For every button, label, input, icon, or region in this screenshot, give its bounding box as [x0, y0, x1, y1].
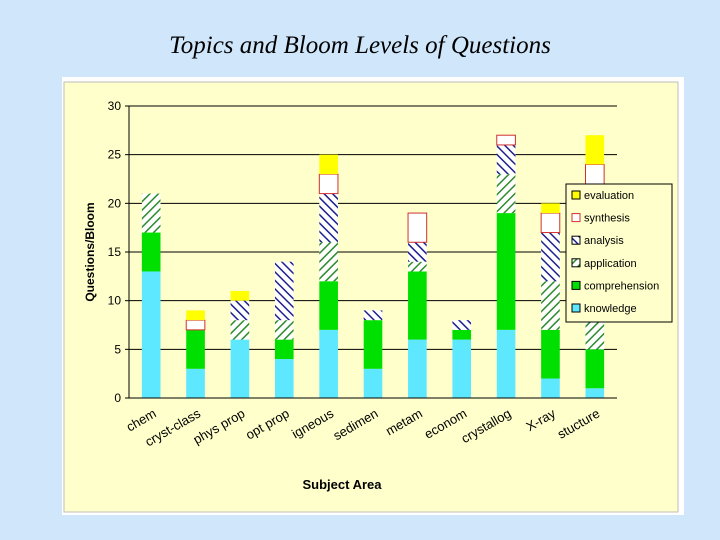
y-tick-label: 30 [108, 99, 122, 113]
legend-label-comprehension: comprehension [584, 280, 659, 292]
chart-frame: 0 5 10 15 20 25 30 chem cryst-class phys prop opt … [62, 77, 684, 515]
bar-comprehension [186, 329, 205, 369]
bar-knowledge [408, 339, 427, 398]
bar-knowledge [541, 378, 560, 398]
bar-application [230, 320, 250, 340]
bar-comprehension [452, 329, 472, 340]
bar-application [408, 261, 427, 272]
bar-comprehension [585, 349, 605, 389]
legend-box [565, 183, 673, 323]
bar-synthesis [318, 173, 339, 195]
bar-analysis [319, 193, 338, 243]
bar-knowledge [585, 388, 605, 398]
bar-comprehension [496, 213, 516, 330]
bar-application [541, 281, 560, 330]
bar-application [496, 174, 516, 214]
y-axis-title: Questions/Bloom [83, 202, 97, 301]
legend-swatch-application [571, 258, 581, 268]
legend-swatch-knowledge [571, 303, 581, 313]
bar-synthesis [407, 212, 428, 243]
bar-knowledge [274, 359, 294, 398]
bar-synthesis [540, 212, 561, 234]
bar-application [274, 320, 294, 340]
bar-evaluation [319, 154, 338, 175]
bar-knowledge [452, 339, 472, 398]
bar-knowledge [363, 368, 383, 398]
y-tick-label: 10 [108, 294, 122, 308]
bar-analysis [496, 144, 516, 175]
bar-evaluation [230, 290, 250, 301]
bar-analysis [274, 261, 294, 321]
bar-knowledge [319, 329, 338, 398]
legend-label-analysis: analysis [584, 235, 624, 247]
legend-label-evaluation: evaluation [584, 190, 634, 202]
y-tick-label: 25 [108, 148, 122, 162]
bar-evaluation [541, 203, 560, 214]
legend-label-synthesis: synthesis [584, 213, 630, 225]
bar-comprehension [274, 339, 294, 360]
bar-knowledge [141, 271, 161, 398]
bar-evaluation [585, 135, 605, 165]
bar-knowledge [186, 368, 205, 398]
y-tick-label: 0 [114, 391, 121, 405]
legend-swatch-comprehension [571, 280, 581, 290]
legend-swatch-analysis [571, 235, 581, 245]
y-tick-label: 5 [114, 342, 121, 356]
bar-analysis [452, 320, 472, 330]
legend-label-application: application [584, 258, 637, 270]
legend-swatch-evaluation [571, 190, 581, 200]
bar-synthesis [496, 134, 516, 146]
bar-comprehension [141, 232, 161, 272]
bar-comprehension [363, 320, 383, 369]
bar-analysis [230, 300, 250, 321]
bar-knowledge [496, 329, 516, 398]
y-tick-label: 20 [108, 196, 122, 210]
page-title: Topics and Bloom Levels of Questions [169, 32, 551, 59]
x-axis-title: Subject Area [303, 477, 383, 492]
bar-synthesis [185, 319, 206, 331]
bar-comprehension [408, 271, 427, 340]
bar-comprehension [319, 281, 338, 330]
y-tick-label: 15 [108, 245, 122, 259]
bar-application [141, 193, 161, 233]
bar-analysis [408, 242, 427, 262]
bar-evaluation [186, 310, 205, 321]
bar-knowledge [230, 339, 250, 398]
bar-analysis [363, 310, 383, 321]
legend-swatch-synthesis [571, 213, 581, 223]
bar-application [319, 242, 338, 282]
bar-analysis [541, 232, 560, 282]
bar-comprehension [541, 329, 560, 379]
legend-label-knowledge: knowledge [584, 303, 637, 315]
